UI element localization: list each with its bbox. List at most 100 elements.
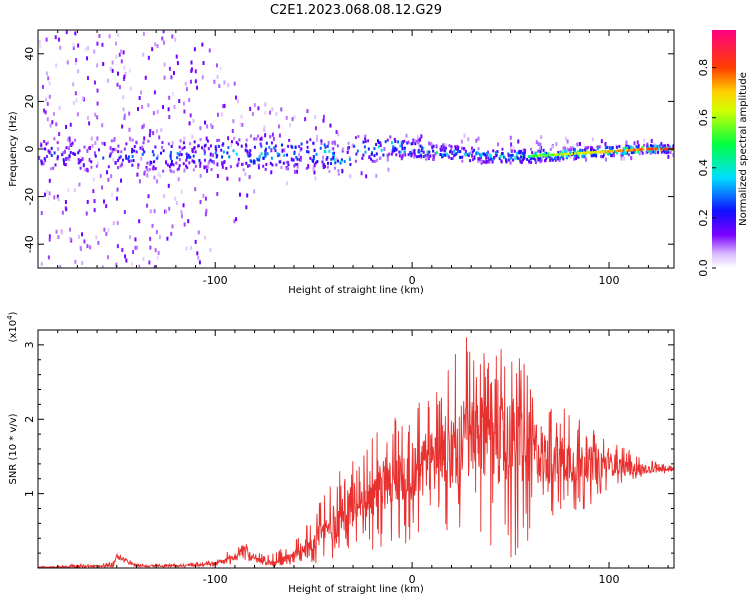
heatmap-cell [375, 152, 378, 156]
heatmap-cell [147, 168, 150, 173]
heatmap-cell [61, 153, 64, 157]
heatmap-cell [530, 160, 533, 164]
x-tick-label: 100 [599, 274, 620, 287]
heatmap-cell [237, 161, 240, 165]
heatmap-cell [159, 151, 162, 155]
heatmap-cell [62, 151, 65, 155]
heatmap-cell [258, 155, 261, 159]
heatmap-cell [583, 154, 586, 158]
heatmap-cell [209, 248, 212, 253]
heatmap-cell [540, 156, 543, 160]
heatmap-cell [510, 156, 513, 160]
heatmap-cell [168, 115, 171, 120]
heatmap-cell [63, 149, 66, 154]
heatmap-cell [120, 162, 123, 167]
heatmap-cell [113, 139, 116, 143]
heatmap-cell [324, 165, 327, 169]
heatmap-cell [433, 157, 436, 161]
heatmap-cell [271, 107, 274, 112]
heatmap-cell [185, 158, 188, 162]
heatmap-cell [156, 44, 159, 49]
heatmap-cell [133, 145, 136, 149]
heatmap-cell [218, 83, 221, 88]
heatmap-cell [431, 145, 434, 149]
heatmap-cell [442, 145, 445, 150]
heatmap-cell [125, 154, 128, 158]
heatmap-cell [574, 152, 577, 155]
heatmap-cell [172, 170, 175, 174]
heatmap-cell [56, 141, 59, 145]
heatmap-cell [314, 126, 317, 131]
colorbar-tick-label: 0.6 [697, 109, 710, 127]
heatmap-cell [242, 168, 245, 172]
heatmap-cell [96, 161, 99, 166]
heatmap-cell [584, 148, 587, 152]
heatmap-cell [342, 147, 345, 152]
heatmap-cell [178, 99, 181, 104]
heatmap-cell [264, 154, 267, 158]
heatmap-cell [245, 161, 248, 165]
heatmap-cell [519, 160, 522, 164]
heatmap-cell [212, 159, 215, 163]
heatmap-cell [471, 153, 474, 158]
heatmap-cell [500, 159, 503, 163]
heatmap-cell [654, 144, 657, 148]
heatmap-cell [441, 153, 444, 157]
heatmap-cell [220, 112, 223, 117]
heatmap-cell [401, 140, 404, 145]
heatmap-cell [503, 155, 506, 159]
heatmap-cell [315, 152, 318, 156]
heatmap-cell [341, 168, 344, 172]
heatmap-cell [199, 163, 202, 168]
heatmap-cell [140, 145, 143, 149]
heatmap-cell [114, 148, 117, 152]
heatmap-cell [233, 136, 236, 140]
heatmap-cell [129, 138, 132, 142]
heatmap-cell [171, 224, 174, 229]
heatmap-cell [410, 142, 413, 146]
heatmap-cell [51, 120, 54, 125]
heatmap-cell [343, 160, 346, 164]
heatmap-cell [170, 150, 173, 154]
heatmap-cell [105, 170, 108, 175]
heatmap-cell [404, 153, 407, 157]
heatmap-cell [161, 141, 164, 145]
heatmap-cell [346, 151, 349, 155]
heatmap-cell [550, 157, 553, 161]
heatmap-cell [185, 246, 188, 251]
heatmap-cell [48, 81, 51, 86]
heatmap-cell [425, 157, 428, 161]
heatmap-cell [364, 134, 367, 138]
heatmap-cell [221, 143, 224, 147]
heatmap-cell [578, 141, 581, 146]
heatmap-cell [511, 153, 514, 157]
heatmap-cell [47, 255, 50, 260]
heatmap-cell [232, 119, 235, 124]
heatmap-cell [487, 156, 490, 160]
heatmap-cell [430, 142, 433, 146]
heatmap-cell [209, 158, 212, 162]
heatmap-cell [94, 141, 97, 146]
heatmap-cell [56, 155, 59, 159]
heatmap-cell [220, 160, 223, 164]
heatmap-cell [370, 157, 373, 161]
heatmap-cell [626, 150, 629, 155]
heatmap-cell [654, 149, 657, 153]
heatmap-cell [153, 90, 156, 95]
heatmap-cell [134, 237, 137, 242]
heatmap-cell [333, 166, 336, 170]
heatmap-cell [141, 104, 144, 109]
heatmap-cell [435, 144, 438, 149]
snr-panel: -100 0 100 1 2 3 Height of straight line (km)… [6, 311, 675, 595]
heatmap-cell [223, 161, 226, 165]
heatmap-cell [94, 112, 97, 117]
heatmap-cell [138, 219, 141, 224]
heatmap-cell [140, 156, 143, 161]
heatmap-cell [641, 151, 644, 155]
heatmap-cell [179, 139, 182, 143]
heatmap-cell [444, 143, 447, 148]
heatmap-cell [422, 155, 425, 159]
heatmap-cell [422, 150, 425, 154]
heatmap-cell [249, 106, 252, 111]
heatmap-cell [77, 43, 80, 48]
